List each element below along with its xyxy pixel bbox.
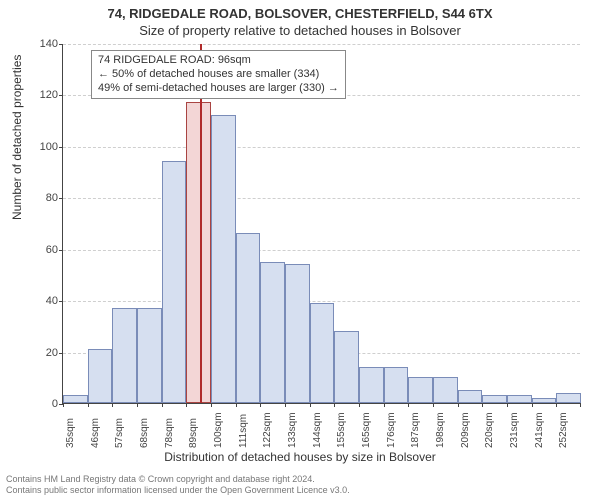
x-tick-mark	[532, 403, 533, 407]
x-tick-mark	[88, 403, 89, 407]
x-tick-label: 68sqm	[139, 418, 150, 448]
x-tick-label: 165sqm	[361, 412, 372, 448]
annotation-line1: 74 RIDGEDALE ROAD: 96sqm	[98, 54, 339, 68]
x-tick-mark	[260, 403, 261, 407]
x-tick-mark	[63, 403, 64, 407]
y-tick-label: 40	[28, 295, 58, 307]
histogram-bar	[310, 303, 335, 403]
chart-title-line2: Size of property relative to detached ho…	[0, 21, 600, 38]
x-tick-mark	[433, 403, 434, 407]
x-tick-mark	[112, 403, 113, 407]
x-tick-label: 89sqm	[188, 418, 199, 448]
grid-line	[63, 147, 580, 148]
annotation-line2: ← 50% of detached houses are smaller (33…	[98, 68, 339, 82]
y-tick-mark	[59, 198, 63, 199]
x-tick-mark	[458, 403, 459, 407]
x-tick-mark	[310, 403, 311, 407]
x-tick-label: 57sqm	[114, 418, 125, 448]
grid-line	[63, 44, 580, 45]
histogram-bar	[458, 390, 483, 403]
x-tick-label: 231sqm	[509, 412, 520, 448]
histogram-bar	[359, 367, 384, 403]
y-tick-label: 120	[28, 89, 58, 101]
y-tick-label: 100	[28, 141, 58, 153]
x-tick-label: 176sqm	[386, 412, 397, 448]
annotation-box: 74 RIDGEDALE ROAD: 96sqm ← 50% of detach…	[91, 50, 346, 99]
x-tick-mark	[408, 403, 409, 407]
histogram-bar	[186, 102, 211, 403]
attribution-line2: Contains public sector information licen…	[6, 485, 350, 496]
chart-title-line1: 74, RIDGEDALE ROAD, BOLSOVER, CHESTERFIE…	[0, 0, 600, 21]
x-tick-label: 133sqm	[287, 412, 298, 448]
y-axis-label: Number of detached properties	[10, 55, 24, 220]
y-tick-mark	[59, 95, 63, 96]
x-tick-mark	[137, 403, 138, 407]
y-tick-mark	[59, 301, 63, 302]
x-tick-label: 220sqm	[484, 412, 495, 448]
histogram-bar	[88, 349, 113, 403]
x-tick-mark	[285, 403, 286, 407]
x-tick-mark	[556, 403, 557, 407]
y-tick-mark	[59, 250, 63, 251]
y-tick-mark	[59, 353, 63, 354]
x-tick-mark	[359, 403, 360, 407]
attribution-line1: Contains HM Land Registry data © Crown c…	[6, 474, 350, 485]
histogram-bar	[63, 395, 88, 403]
x-tick-label: 252sqm	[558, 412, 569, 448]
x-tick-label: 78sqm	[164, 418, 175, 448]
histogram-bar	[482, 395, 507, 403]
x-tick-label: 241sqm	[534, 412, 545, 448]
x-tick-label: 46sqm	[90, 418, 101, 448]
y-tick-label: 80	[28, 192, 58, 204]
x-tick-label: 155sqm	[336, 412, 347, 448]
histogram-bar	[408, 377, 433, 403]
histogram-bar	[433, 377, 458, 403]
x-tick-mark	[211, 403, 212, 407]
histogram-bar	[137, 308, 162, 403]
histogram-bar	[532, 398, 557, 403]
x-tick-mark	[580, 403, 581, 407]
histogram-bar	[556, 393, 581, 403]
histogram-chart: 74 RIDGEDALE ROAD: 96sqm ← 50% of detach…	[62, 44, 580, 404]
x-tick-label: 144sqm	[312, 412, 323, 448]
x-tick-label: 100sqm	[213, 412, 224, 448]
histogram-bar	[236, 233, 261, 403]
x-tick-mark	[236, 403, 237, 407]
x-tick-mark	[482, 403, 483, 407]
x-tick-label: 209sqm	[460, 412, 471, 448]
x-tick-mark	[186, 403, 187, 407]
y-tick-mark	[59, 147, 63, 148]
x-tick-mark	[384, 403, 385, 407]
histogram-bar	[285, 264, 310, 403]
y-tick-label: 20	[28, 347, 58, 359]
annotation-line3: 49% of semi-detached houses are larger (…	[98, 82, 339, 96]
y-tick-label: 60	[28, 244, 58, 256]
grid-line	[63, 198, 580, 199]
x-tick-mark	[334, 403, 335, 407]
grid-line	[63, 250, 580, 251]
histogram-bar	[384, 367, 409, 403]
attribution-text: Contains HM Land Registry data © Crown c…	[6, 474, 350, 496]
y-tick-label: 0	[28, 398, 58, 410]
x-tick-label: 35sqm	[65, 418, 76, 448]
histogram-bar	[507, 395, 532, 403]
histogram-bar	[334, 331, 359, 403]
histogram-bar	[260, 262, 285, 403]
histogram-bar	[112, 308, 137, 403]
x-tick-label: 122sqm	[262, 412, 273, 448]
histogram-bar	[162, 161, 187, 403]
y-tick-label: 140	[28, 38, 58, 50]
x-tick-label: 111sqm	[238, 414, 249, 448]
x-tick-label: 198sqm	[435, 412, 446, 448]
x-tick-mark	[162, 403, 163, 407]
histogram-bar	[211, 115, 236, 403]
x-tick-mark	[507, 403, 508, 407]
x-tick-label: 187sqm	[410, 412, 421, 448]
x-axis-label: Distribution of detached houses by size …	[0, 450, 600, 464]
y-tick-mark	[59, 44, 63, 45]
